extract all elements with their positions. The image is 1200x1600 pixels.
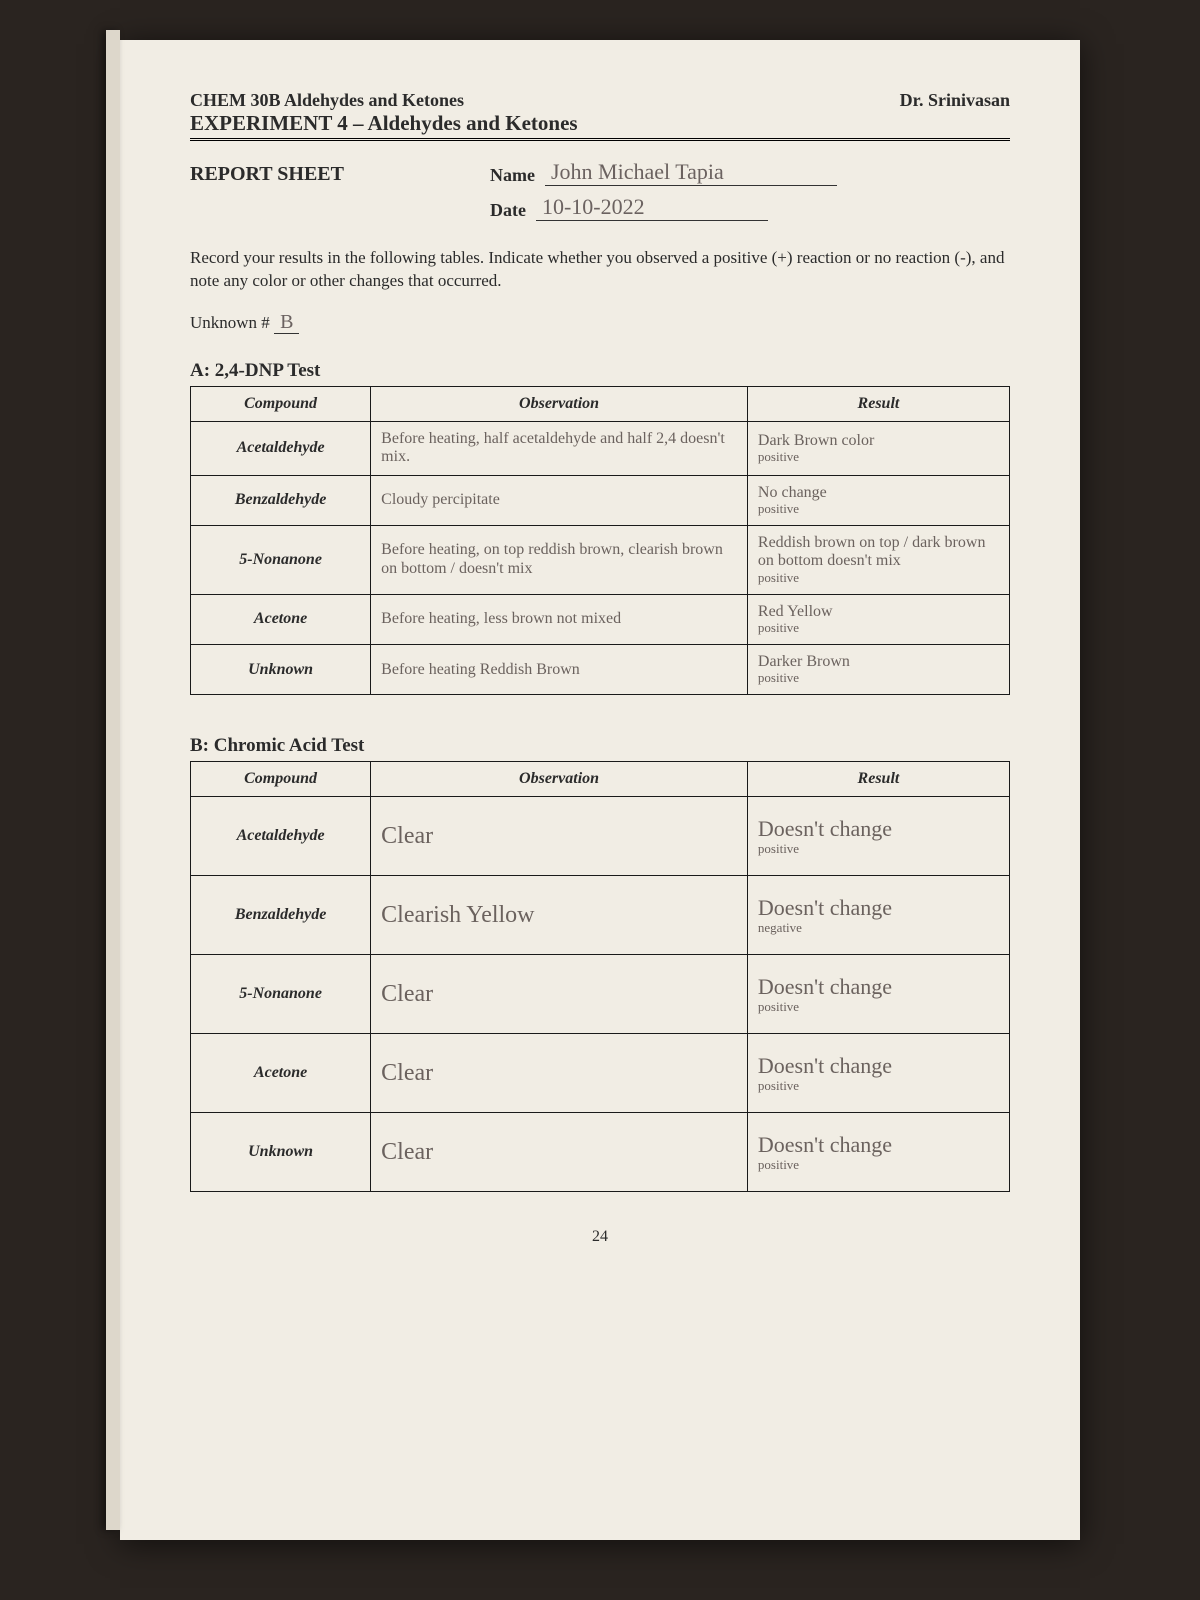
name-field: Name John Michael Tapia <box>490 159 837 186</box>
observation-cell: Clear <box>371 1113 748 1192</box>
table-header-row: Compound Observation Result <box>191 762 1010 797</box>
observation-cell: Clear <box>371 955 748 1034</box>
result-sub: positive <box>758 1158 999 1173</box>
instructions-text: Record your results in the following tab… <box>190 247 1010 293</box>
compound-cell: Benzaldehyde <box>191 876 371 955</box>
course-code: CHEM 30B Aldehydes and Ketones <box>190 90 464 111</box>
col-result: Result <box>747 386 1009 421</box>
compound-cell: Unknown <box>191 1113 371 1192</box>
table-a-title: A: 2,4-DNP Test <box>190 360 1010 382</box>
observation-cell: Before heating, less brown not mixed <box>371 594 748 644</box>
result-cell: Reddish brown on top / dark brown on bot… <box>747 525 1009 594</box>
name-value: John Michael Tapia <box>545 159 837 186</box>
result-cell: No changepositive <box>747 475 1009 525</box>
compound-cell: Acetaldehyde <box>191 797 371 876</box>
table-row: AcetaldehydeBefore heating, half acetald… <box>191 421 1010 475</box>
result-cell: Dark Brown colorpositive <box>747 421 1009 475</box>
result-sub: positive <box>758 1000 999 1015</box>
observation-cell: Cloudy percipitate <box>371 475 748 525</box>
result-cell: Doesn't changepositive <box>747 797 1009 876</box>
compound-cell: Acetaldehyde <box>191 421 371 475</box>
table-row: 5-NonanoneClearDoesn't changepositive <box>191 955 1010 1034</box>
observation-cell: Clear <box>371 1034 748 1113</box>
table-b-title: B: Chromic Acid Test <box>190 735 1010 757</box>
instructor-name: Dr. Srinivasan <box>900 90 1010 111</box>
table-row: AcetoneBefore heating, less brown not mi… <box>191 594 1010 644</box>
result-sub: positive <box>758 571 999 586</box>
name-label: Name <box>490 165 535 186</box>
report-sheet-label: REPORT SHEET <box>190 163 450 186</box>
table-row: AcetaldehydeClearDoesn't changepositive <box>191 797 1010 876</box>
result-cell: Doesn't changepositive <box>747 1034 1009 1113</box>
observation-cell: Before heating, on top reddish brown, cl… <box>371 525 748 594</box>
unknown-row: Unknown # B <box>190 311 1010 334</box>
table-row: 5-NonanoneBefore heating, on top reddish… <box>191 525 1010 594</box>
compound-cell: Acetone <box>191 1034 371 1113</box>
result-cell: Doesn't changepositive <box>747 955 1009 1034</box>
compound-cell: Benzaldehyde <box>191 475 371 525</box>
table-row: UnknownClearDoesn't changepositive <box>191 1113 1010 1192</box>
result-sub: positive <box>758 502 999 517</box>
page-number: 24 <box>190 1228 1010 1246</box>
table-row: BenzaldehydeCloudy percipitateNo changep… <box>191 475 1010 525</box>
col-result: Result <box>747 762 1009 797</box>
compound-cell: Unknown <box>191 645 371 695</box>
report-name-row: REPORT SHEET Name John Michael Tapia <box>190 159 1010 186</box>
worksheet-page: CHEM 30B Aldehydes and Ketones Dr. Srini… <box>120 40 1080 1540</box>
date-field: Date 10-10-2022 <box>490 194 768 221</box>
table-row: AcetoneClearDoesn't changepositive <box>191 1034 1010 1113</box>
date-value: 10-10-2022 <box>536 194 768 221</box>
unknown-label: Unknown # <box>190 313 270 332</box>
report-date-row: Date 10-10-2022 <box>190 194 1010 221</box>
table-row: BenzaldehydeClearish YellowDoesn't chang… <box>191 876 1010 955</box>
result-sub: negative <box>758 921 999 936</box>
col-observation: Observation <box>371 386 748 421</box>
result-sub: positive <box>758 842 999 857</box>
result-cell: Darker Brownpositive <box>747 645 1009 695</box>
col-compound: Compound <box>191 762 371 797</box>
result-cell: Doesn't changenegative <box>747 876 1009 955</box>
observation-cell: Clear <box>371 797 748 876</box>
result-cell: Red Yellowpositive <box>747 594 1009 644</box>
compound-cell: Acetone <box>191 594 371 644</box>
compound-cell: 5-Nonanone <box>191 955 371 1034</box>
col-observation: Observation <box>371 762 748 797</box>
observation-cell: Before heating, half acetaldehyde and ha… <box>371 421 748 475</box>
col-compound: Compound <box>191 386 371 421</box>
chromic-acid-table: Compound Observation Result Acetaldehyde… <box>190 761 1010 1192</box>
date-label: Date <box>490 200 526 221</box>
result-sub: positive <box>758 671 999 686</box>
result-sub: positive <box>758 450 999 465</box>
dnp-test-table: Compound Observation Result Acetaldehyde… <box>190 386 1010 695</box>
unknown-value: B <box>274 311 299 334</box>
experiment-title: EXPERIMENT 4 – Aldehydes and Ketones <box>190 111 1010 141</box>
result-sub: positive <box>758 1079 999 1094</box>
table-header-row: Compound Observation Result <box>191 386 1010 421</box>
header-row: CHEM 30B Aldehydes and Ketones Dr. Srini… <box>190 90 1010 111</box>
table-row: UnknownBefore heating Reddish BrownDarke… <box>191 645 1010 695</box>
observation-cell: Clearish Yellow <box>371 876 748 955</box>
compound-cell: 5-Nonanone <box>191 525 371 594</box>
result-cell: Doesn't changepositive <box>747 1113 1009 1192</box>
observation-cell: Before heating Reddish Brown <box>371 645 748 695</box>
result-sub: positive <box>758 621 999 636</box>
